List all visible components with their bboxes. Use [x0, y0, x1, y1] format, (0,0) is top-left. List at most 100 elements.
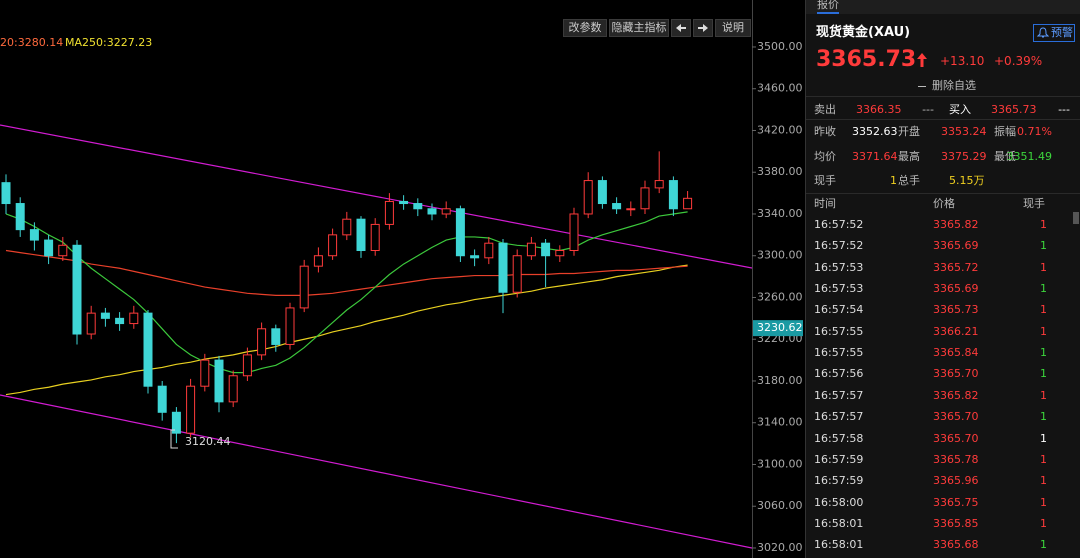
trade-price: 3365.84	[933, 346, 979, 360]
moving-average	[5, 264, 688, 396]
nav-arrows[interactable]	[671, 19, 713, 37]
candle-body	[569, 213, 579, 252]
stat-value: 1	[890, 174, 897, 187]
trade-volume: 1	[1040, 516, 1047, 530]
stat-value: 买入	[949, 103, 971, 116]
arrow-icon	[698, 24, 708, 32]
stat-label: 卖出	[814, 103, 836, 116]
trade-time: 16:57:57	[814, 410, 864, 424]
divider	[806, 119, 1080, 120]
trade-time: 16:57:55	[814, 346, 864, 360]
candle-body	[157, 385, 167, 413]
stat-value: 0.71%	[1017, 125, 1052, 138]
moving-average	[5, 249, 688, 296]
trade-volume: 1	[1040, 239, 1047, 253]
trade-price: 3365.82	[933, 218, 979, 231]
divider	[806, 193, 1080, 194]
candle-body	[370, 223, 380, 252]
candle-body	[399, 200, 409, 205]
trade-volume: 1	[1040, 474, 1047, 488]
trend-line	[0, 124, 752, 269]
toolbar-button[interactable]: 改参数	[563, 19, 607, 37]
trade-time: 16:57:52	[814, 239, 864, 253]
candle-body	[427, 208, 437, 215]
candle-body	[555, 250, 565, 257]
candle-body	[257, 328, 267, 356]
trade-volume: 1	[1040, 410, 1047, 424]
plot	[1, 151, 693, 444]
candle-body	[455, 208, 465, 257]
candle-body	[541, 242, 551, 257]
trade-price: 3365.72	[933, 260, 979, 274]
legend-entry: MA250:3227.23	[65, 36, 152, 49]
toolbar-button[interactable]: 隐藏主指标	[609, 19, 669, 37]
candle-body	[526, 242, 536, 257]
candle-body	[597, 180, 607, 205]
trade-price: 3365.85	[933, 516, 979, 530]
remove-watchlist[interactable]: 删除自选	[932, 79, 976, 92]
last-price: 3365.73	[816, 47, 917, 72]
tab[interactable]: 报价	[817, 0, 839, 14]
trade-price: 3365.70	[933, 367, 979, 381]
alert-button[interactable]: 预警	[1033, 24, 1075, 42]
candle-body	[44, 239, 54, 257]
trade-price: 3365.96	[933, 474, 979, 488]
stat-label: 开盘	[898, 125, 920, 138]
candle-body	[242, 354, 252, 377]
stat-label: 振幅	[994, 125, 1016, 138]
trade-volume: 1	[1040, 388, 1047, 402]
trade-time: 16:57:53	[814, 282, 864, 296]
trade-price: 3365.75	[933, 495, 979, 509]
trade-time: 16:57:53	[814, 260, 864, 274]
stat-value: 3353.24	[941, 125, 987, 138]
trade-volume: 1	[1040, 260, 1047, 274]
candle-body	[512, 255, 522, 293]
trade-volume: 1	[1040, 303, 1047, 317]
trade-price: 3365.69	[933, 239, 979, 253]
y-tick-label: 3500.00	[757, 40, 803, 53]
stat-label: 最高	[898, 150, 920, 163]
stat-value: 3375.29	[941, 150, 987, 163]
trade-volume: 1	[1040, 538, 1047, 552]
y-tick-label: 3420.00	[757, 123, 803, 136]
trade-time: 16:57:56	[814, 367, 864, 381]
candle-body	[683, 197, 693, 210]
trade-price: 3365.78	[933, 452, 979, 466]
y-tick-label: 3100.00	[757, 457, 803, 470]
candle-body	[384, 200, 394, 225]
candle-body	[583, 180, 593, 215]
candle-body	[640, 187, 650, 210]
toolbar-button[interactable]: 说明	[715, 19, 751, 37]
low-annotation: 3120.44	[185, 435, 231, 448]
tab-bar	[806, 0, 1080, 14]
trade-volume: 1	[1040, 452, 1047, 466]
candle-body	[129, 312, 139, 325]
trade-time: 16:58:01	[814, 538, 864, 552]
stat-value: ---	[922, 103, 934, 116]
trade-volume: 1	[1040, 367, 1047, 381]
annotation-bracket	[170, 429, 178, 449]
candle-body	[441, 208, 451, 215]
alert-label: 预警	[1051, 26, 1073, 39]
candle-body	[299, 265, 309, 309]
candle-body	[285, 307, 295, 345]
candle-body	[626, 208, 636, 211]
candle-body	[58, 244, 68, 257]
change: +13.10	[940, 54, 985, 68]
y-tick-label: 3060.00	[757, 499, 803, 512]
quote-panel: 报价 现货黄金(XAU) 预警 3365.73 +13.10 +0.39% 删除…	[805, 0, 1080, 558]
candle-body	[228, 375, 238, 403]
y-tick-label: 3140.00	[757, 416, 803, 429]
stat-value: 3352.63	[852, 125, 898, 138]
minus-icon	[918, 86, 926, 87]
trade-volume: 1	[1040, 495, 1047, 509]
trade-volume: 1	[1040, 431, 1047, 445]
arrow-icon	[676, 24, 686, 32]
trade-volume: 1	[1040, 218, 1047, 231]
candle-body	[413, 203, 423, 210]
trade-time: 16:57:59	[814, 474, 864, 488]
candle-body	[186, 385, 196, 434]
candle-body	[271, 328, 281, 345]
table-header: 时间	[814, 197, 836, 210]
